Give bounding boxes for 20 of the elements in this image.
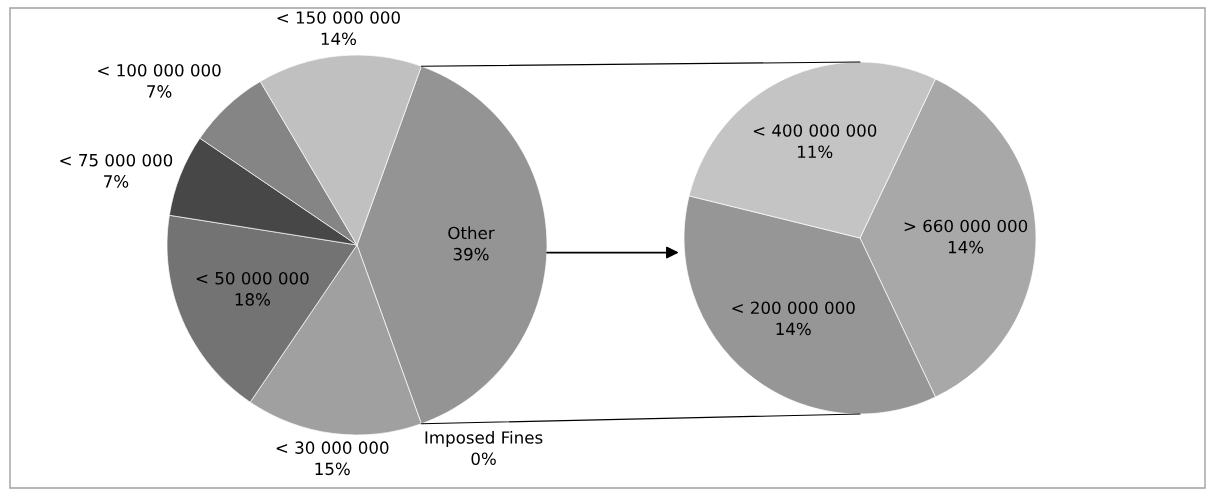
- data-label: 14%: [321, 32, 357, 46]
- slice-label: < 75 000 000: [60, 153, 173, 167]
- category-label: Imposed Fines: [425, 430, 543, 448]
- data-label: 7%: [147, 85, 172, 98]
- slice-label: < 150 000 000: [277, 11, 400, 24]
- slice-label: > 660 000 000: [904, 219, 1028, 233]
- slice-label: < 50 000 000: [196, 271, 309, 285]
- slice-label: < 30 000 000: [276, 441, 389, 454]
- data-label: 14%: [948, 240, 984, 254]
- data-label: 14%: [776, 322, 811, 336]
- slice-label: < 400 000 000: [753, 124, 877, 137]
- text: 0%: [471, 452, 496, 466]
- slice-label: < 200 000 000: [732, 301, 855, 315]
- data-label: 11%: [798, 145, 833, 159]
- data-label: 7%: [104, 175, 129, 188]
- slice-label: < 100 000 000: [98, 63, 221, 77]
- data-label: 15%: [315, 462, 350, 476]
- data-label: 39%: [453, 247, 489, 261]
- data-label: 18%: [235, 293, 270, 306]
- slice-label: Other: [448, 226, 495, 240]
